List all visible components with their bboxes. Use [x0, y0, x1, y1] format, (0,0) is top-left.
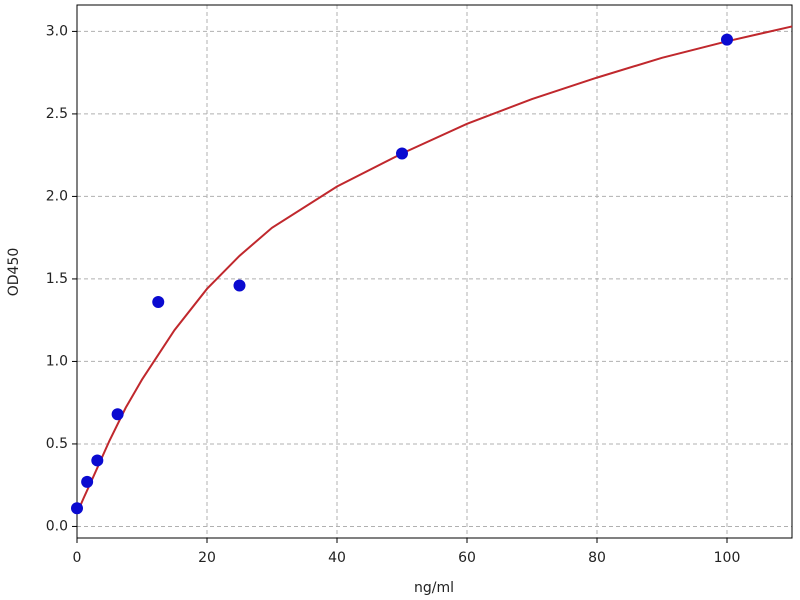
y-tick-label: 2.0 [46, 188, 68, 204]
x-tick-label: 40 [328, 550, 346, 566]
x-axis-label: ng/ml [414, 580, 454, 596]
data-point [81, 475, 94, 488]
data-point [233, 279, 246, 292]
x-tick-label: 100 [714, 550, 741, 566]
data-point [396, 147, 408, 160]
fit-curve [76, 25, 793, 514]
x-tick-label: 0 [73, 550, 82, 566]
data-point [721, 33, 733, 46]
y-tick-label: 0.5 [46, 436, 68, 452]
data-point [111, 408, 124, 421]
x-tick-label: 60 [458, 550, 476, 566]
data-point [152, 296, 165, 309]
y-tick-label: 1.5 [46, 271, 68, 287]
x-tick-label: 20 [198, 550, 216, 566]
y-tick-label: 3.0 [46, 23, 68, 39]
data-point [91, 454, 104, 467]
data-point [71, 502, 83, 515]
y-axis-label: OD450 [6, 248, 22, 297]
y-tick-label: 0.0 [46, 518, 68, 534]
plot-frame [76, 4, 793, 539]
y-tick-label: 2.5 [46, 106, 68, 122]
y-tick-label: 1.0 [46, 353, 68, 369]
x-tick-label: 80 [588, 550, 606, 566]
